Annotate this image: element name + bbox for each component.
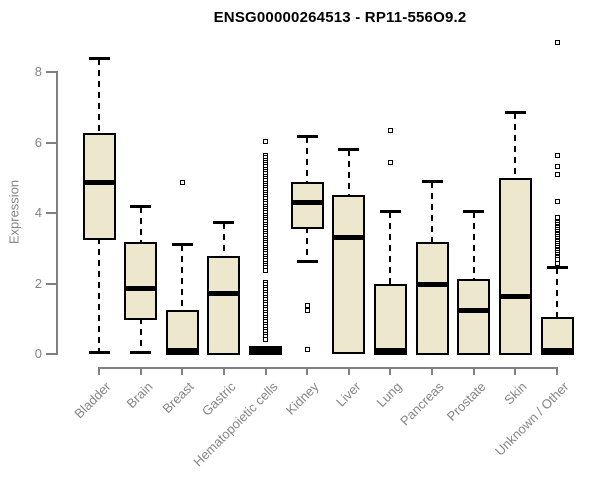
median-line	[82, 180, 116, 186]
x-tick	[431, 367, 434, 375]
outlier-point	[387, 128, 393, 134]
whisker-upper	[222, 222, 225, 257]
box	[165, 309, 199, 355]
outlier-point	[387, 160, 393, 166]
box	[124, 241, 158, 320]
y-tick-label: 8	[34, 64, 42, 79]
y-tick-label: 0	[34, 346, 42, 361]
outlier-point	[179, 179, 185, 185]
y-tick	[46, 141, 56, 144]
chart-title: ENSG00000264513 - RP11-556O9.2	[213, 9, 467, 26]
whisker-lower	[139, 317, 142, 353]
y-tick-label: 6	[34, 134, 42, 150]
whisker-cap	[296, 260, 318, 264]
whisker-cap	[379, 210, 401, 213]
x-tick	[389, 367, 392, 375]
outlier-point	[263, 139, 269, 144]
whisker-lower	[98, 237, 100, 353]
whisker-cap	[130, 351, 152, 355]
y-tick	[46, 71, 56, 73]
median-line	[498, 294, 532, 300]
x-tick	[139, 367, 142, 375]
whisker-upper	[472, 212, 475, 279]
whisker-cap	[171, 243, 193, 247]
box	[332, 194, 366, 354]
box	[457, 278, 491, 355]
median-line	[249, 348, 283, 354]
outlier-point	[304, 308, 310, 314]
box	[415, 241, 449, 355]
x-tick	[264, 367, 267, 375]
x-tick	[306, 367, 309, 375]
median-line	[290, 200, 324, 206]
x-axis-line	[98, 367, 559, 369]
outlier-point	[304, 302, 310, 308]
whisker-upper	[98, 58, 100, 133]
y-axis-line	[56, 71, 58, 355]
median-line	[373, 347, 407, 353]
whisker-cap	[130, 204, 152, 208]
median-line	[124, 285, 158, 291]
x-tick	[98, 367, 100, 375]
x-tick	[181, 367, 184, 375]
outlier-point	[554, 40, 560, 46]
box	[373, 284, 407, 355]
outlier-point	[263, 267, 269, 273]
whisker-cap	[213, 220, 235, 224]
whisker-cap	[296, 134, 318, 138]
outlier-point	[554, 198, 560, 204]
y-tick-label: 2	[34, 275, 42, 291]
box	[207, 256, 241, 355]
whisker-cap	[421, 180, 443, 184]
whisker-cap	[338, 147, 360, 151]
box	[498, 177, 532, 355]
outlier-point	[554, 163, 560, 169]
median-line	[165, 348, 199, 354]
whisker-upper	[347, 149, 350, 195]
whisker-cap	[546, 266, 568, 270]
x-tick	[222, 367, 225, 375]
x-tick	[514, 367, 517, 375]
median-line	[332, 235, 366, 241]
outlier-point	[263, 336, 269, 342]
y-tick-label: 4	[34, 205, 42, 220]
whisker-cap	[504, 111, 526, 115]
median-line	[540, 348, 574, 354]
outlier-point	[554, 153, 560, 159]
x-tick	[472, 367, 475, 375]
median-line	[415, 281, 449, 287]
outlier-point	[304, 346, 310, 352]
outlier-point	[554, 172, 560, 178]
whisker-upper	[181, 245, 184, 310]
median-line	[457, 308, 491, 314]
x-tick	[347, 367, 350, 375]
whisker-upper	[514, 113, 517, 178]
whisker-upper	[431, 182, 434, 242]
whisker-cap	[463, 210, 485, 213]
whisker-cap	[88, 56, 110, 60]
outlier-point	[554, 260, 560, 266]
whisker-upper	[306, 136, 309, 182]
y-tick	[46, 212, 56, 214]
x-tick	[556, 367, 559, 375]
box	[82, 132, 116, 240]
median-line	[207, 290, 241, 296]
whisker-cap	[88, 351, 110, 355]
y-tick	[46, 353, 56, 355]
outlier-point	[554, 214, 560, 220]
whisker-upper	[556, 268, 559, 318]
y-tick	[46, 282, 56, 285]
whisker-lower	[306, 226, 309, 262]
whisker-upper	[139, 206, 142, 242]
whisker-upper	[389, 212, 392, 285]
